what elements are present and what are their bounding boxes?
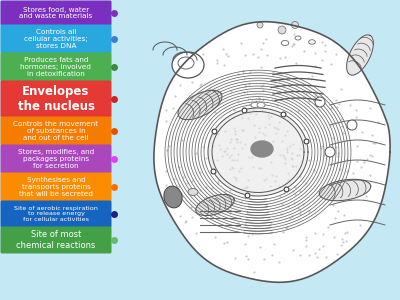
Ellipse shape — [251, 141, 273, 157]
Polygon shape — [208, 108, 308, 196]
Ellipse shape — [251, 103, 259, 107]
Text: Envelopes
the nucleus: Envelopes the nucleus — [18, 85, 94, 113]
Polygon shape — [178, 90, 222, 120]
FancyBboxPatch shape — [0, 25, 112, 53]
Ellipse shape — [172, 52, 204, 78]
Circle shape — [257, 22, 263, 28]
Text: Site of aerobic respiration
to release energy
for cellular activities: Site of aerobic respiration to release e… — [14, 206, 98, 222]
Polygon shape — [196, 194, 234, 216]
Polygon shape — [319, 179, 371, 201]
FancyBboxPatch shape — [0, 80, 112, 118]
Circle shape — [278, 26, 286, 34]
Text: Site of most
chemical reactions: Site of most chemical reactions — [16, 230, 96, 250]
Polygon shape — [347, 35, 373, 75]
Ellipse shape — [164, 186, 182, 208]
Circle shape — [325, 147, 335, 157]
Ellipse shape — [281, 40, 289, 46]
Text: Synthesises and
transports proteins
that will be secreted: Synthesises and transports proteins that… — [19, 177, 93, 197]
Ellipse shape — [257, 103, 265, 107]
Text: Stores food, water
and waste materials: Stores food, water and waste materials — [19, 7, 93, 20]
FancyBboxPatch shape — [0, 1, 112, 26]
Circle shape — [347, 120, 357, 130]
Polygon shape — [154, 22, 390, 282]
Circle shape — [315, 97, 325, 107]
Text: Controls all
cellular activities;
stores DNA: Controls all cellular activities; stores… — [24, 29, 88, 49]
FancyBboxPatch shape — [0, 226, 112, 254]
Ellipse shape — [295, 36, 301, 40]
Text: Controls the movement
of substances in
and out of the cell: Controls the movement of substances in a… — [14, 121, 98, 141]
Text: Stores, modifies, and
packages proteins
for secretion: Stores, modifies, and packages proteins … — [18, 149, 94, 169]
FancyBboxPatch shape — [0, 52, 112, 82]
Circle shape — [292, 22, 298, 28]
Ellipse shape — [309, 40, 315, 44]
Text: Produces fats and
hormones; involved
in detoxification: Produces fats and hormones; involved in … — [20, 57, 92, 77]
FancyBboxPatch shape — [0, 145, 112, 173]
Ellipse shape — [188, 188, 198, 196]
FancyBboxPatch shape — [0, 116, 112, 146]
FancyBboxPatch shape — [0, 172, 112, 202]
FancyBboxPatch shape — [0, 200, 112, 227]
Ellipse shape — [178, 57, 194, 69]
